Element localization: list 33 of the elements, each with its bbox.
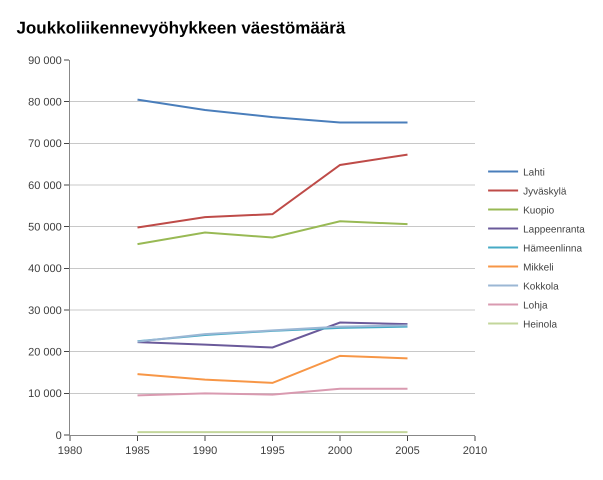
legend-label: Mikkeli <box>523 262 554 274</box>
x-tick-label: 2005 <box>395 445 420 458</box>
legend-label: Jyväskylä <box>523 186 567 198</box>
x-tick-label: 1995 <box>260 445 285 458</box>
y-tick-label: 0 <box>56 430 62 442</box>
x-tick-label: 1990 <box>192 445 218 458</box>
legend-label: Lohja <box>523 300 548 312</box>
y-tick-label: 60 000 <box>28 180 62 192</box>
y-tick-label: 70 000 <box>28 138 62 150</box>
legend-label: Kuopio <box>523 205 555 216</box>
x-tick-label: 1985 <box>125 445 150 458</box>
y-tick-label: 50 000 <box>28 222 62 234</box>
y-tick-label: 20 000 <box>28 346 62 359</box>
chart-title: Joukkoliikennevyöhykkeen väestömäärä <box>16 18 346 38</box>
line-series <box>136 154 408 228</box>
legend-label: Lappeenranta <box>523 224 586 236</box>
y-tick-label: 80 000 <box>28 96 62 109</box>
line-series <box>136 220 408 246</box>
line-series <box>136 354 408 384</box>
y-tick-label: 10 000 <box>28 388 62 400</box>
legend-label: Heinola <box>523 319 558 330</box>
x-tick-label: 2000 <box>328 445 352 458</box>
legend-label: Lahti <box>523 167 545 178</box>
line-series <box>136 388 408 396</box>
legend-label: Kokkola <box>523 281 560 292</box>
x-tick-label: 1980 <box>58 445 82 458</box>
x-tick-label: 2010 <box>462 445 488 458</box>
y-tick-label: 30 000 <box>28 304 62 317</box>
y-tick-label: 40 000 <box>28 263 62 276</box>
line-series <box>136 322 408 348</box>
line-series <box>136 98 408 124</box>
y-tick-label: 90 000 <box>28 54 62 67</box>
legend-label: Hämeenlinna <box>523 243 582 254</box>
